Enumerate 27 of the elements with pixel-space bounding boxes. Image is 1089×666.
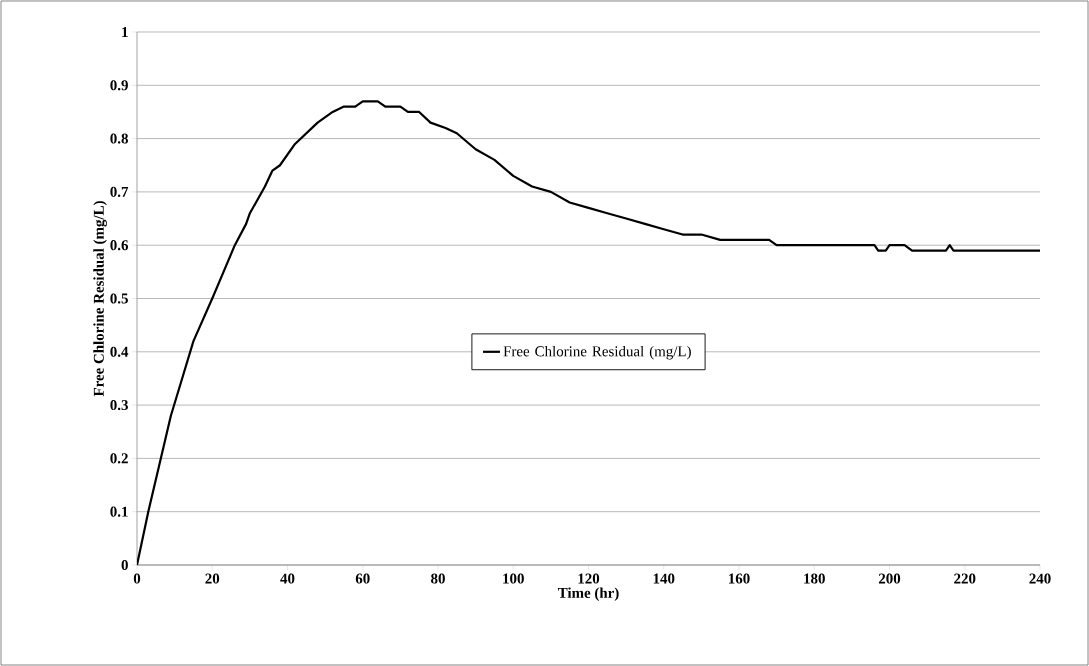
- y-tick-label: 0.4: [110, 346, 129, 357]
- y-tick-label: 0.2: [110, 453, 128, 464]
- y-tick-label: 0.7: [110, 186, 129, 197]
- x-tick-label: 240: [1029, 573, 1051, 584]
- y-axis-title: Free Chlorine Residual (mg/L): [93, 201, 107, 397]
- x-tick-label: 180: [804, 573, 825, 584]
- y-tick-label: 0: [121, 559, 128, 571]
- y-tick-label: 1: [122, 27, 128, 37]
- y-tick-label: 0.9: [110, 80, 128, 91]
- x-tick-label: 20: [205, 573, 220, 584]
- x-tick-label: 220: [954, 573, 976, 584]
- x-tick-label: 140: [653, 573, 675, 584]
- legend-label: Free Chlorine Residual (mg/L): [503, 345, 691, 360]
- x-tick-label: 160: [729, 573, 750, 584]
- y-tick-label: 0.6: [110, 240, 129, 251]
- x-tick-label: 80: [431, 573, 445, 584]
- x-tick-label: 0: [133, 573, 141, 584]
- x-tick-label: 200: [878, 573, 901, 584]
- x-tick-label: 120: [578, 573, 600, 584]
- x-tick-label: 40: [280, 573, 295, 584]
- y-tick-label: 0.8: [110, 133, 128, 144]
- x-tick-label: 60: [355, 573, 370, 584]
- y-tick-label: 0.1: [110, 506, 128, 517]
- x-tick-label: 100: [503, 573, 524, 584]
- x-axis-title: Time (hr): [557, 587, 619, 601]
- y-tick-label: 0.3: [110, 400, 128, 411]
- y-tick-label: 0.5: [110, 293, 128, 304]
